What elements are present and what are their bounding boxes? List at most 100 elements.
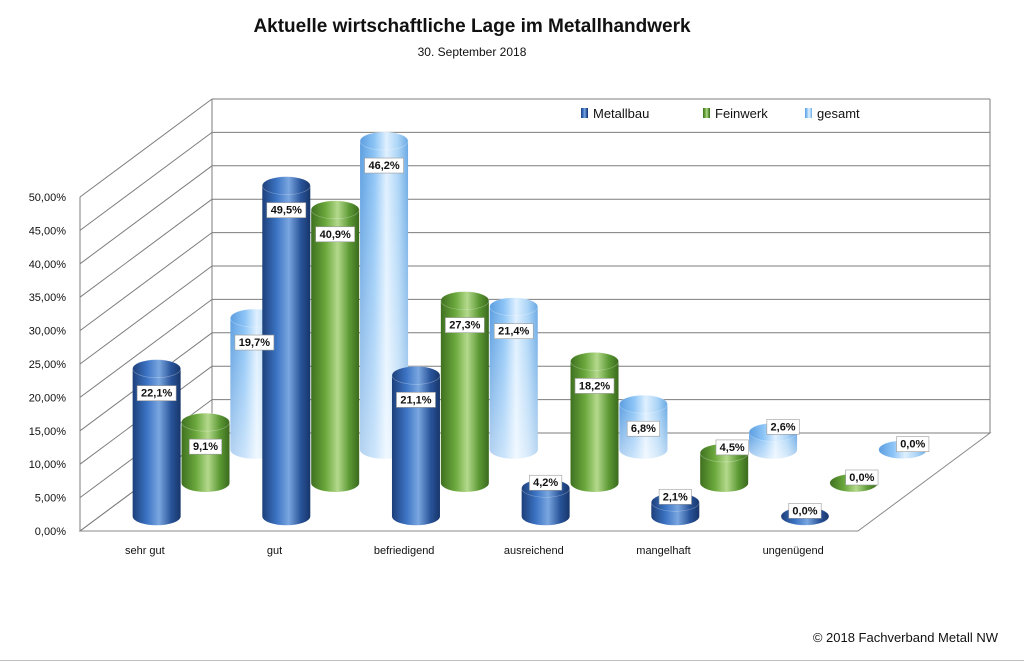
legend-swatch (581, 108, 588, 118)
data-label-box (896, 436, 930, 452)
y-axis: 0,00% 5,00% 10,00% 15,00% 20,00% 25,00% 30,00%… (29, 192, 67, 538)
x-tick-befriedigend: befriedigend (374, 545, 435, 557)
data-label-gesamt-ausreichend: 6,8% (631, 423, 656, 435)
bar-gesamt-befriedigend (489, 297, 539, 459)
bar-top (440, 291, 490, 310)
bar-metallbau-befriedigend (391, 366, 441, 526)
data-labels: 19,7% 9,1% 22,1% 46,2% 40,9% 49,5% 21,4% 27,3% 2… (136, 157, 930, 519)
bar-metallbau-gut (261, 176, 311, 526)
data-label-box (315, 226, 355, 243)
data-label-box (266, 202, 307, 218)
x-tick-mangelhaft: mangelhaft (636, 545, 690, 557)
data-label-feinwerk-gut: 40,9% (320, 229, 351, 241)
data-label-gesamt-gut: 46,2% (368, 160, 399, 172)
data-label-box (136, 385, 177, 401)
legend-swatch (703, 108, 710, 118)
data-label-gesamt-befriedigend: 21,4% (498, 326, 529, 338)
bar-top (619, 394, 668, 414)
bar-top (181, 412, 230, 432)
data-label-box (845, 469, 879, 486)
data-label-feinwerk-ausreichend: 18,2% (579, 380, 610, 392)
legend-item-metallbau: Metallbau (581, 106, 649, 121)
data-label-box (766, 418, 800, 435)
data-label-box (529, 474, 563, 491)
bar-body (132, 368, 181, 526)
y-tick-label: 0,00% (35, 526, 66, 538)
x-axis: sehr gut gut befriedigend ausreichend mangel… (125, 545, 824, 557)
gridline-side (79, 165, 213, 265)
legend-label: gesamt (817, 106, 860, 121)
data-label-box (493, 323, 534, 340)
bar-body (181, 422, 230, 492)
legend-item-gesamt: gesamt (805, 106, 860, 121)
y-tick-label: 20,00% (29, 392, 67, 404)
gridline-side (79, 298, 213, 398)
data-label-metallbau-mangelhaft: 2,1% (663, 491, 688, 503)
data-label-box (364, 157, 404, 174)
data-label-box (626, 420, 660, 437)
legend-label: Feinwerk (715, 106, 768, 121)
bar-top (359, 131, 409, 151)
y-tick-label: 15,00% (29, 426, 67, 438)
bar-body (700, 452, 749, 492)
x-tick-ausreichend: ausreichend (504, 545, 564, 557)
bar-body (262, 185, 311, 526)
bar-feinwerk-befriedigend (440, 291, 490, 492)
legend-swatch (805, 108, 812, 118)
copyright-note: © 2018 Fachverband Metall NW (812, 630, 998, 645)
y-tick-label: 45,00% (29, 225, 67, 237)
x-tick-gut: gut (267, 545, 282, 557)
data-label-box (574, 378, 615, 394)
chart-subtitle: 30. September 2018 (417, 45, 527, 59)
data-label-box (658, 488, 692, 505)
legend-label: Metallbau (593, 106, 649, 121)
bar-top (489, 297, 539, 317)
data-label-feinwerk-sehr-gut: 9,1% (193, 441, 218, 453)
y-tick-label: 5,00% (35, 493, 66, 505)
bar-body (391, 375, 440, 526)
data-label-box (715, 439, 749, 456)
bar-top (132, 359, 181, 378)
data-label-metallbau-ausreichend: 4,2% (533, 477, 558, 489)
x-tick-ungenügend: ungenügend (763, 545, 824, 557)
data-label-box (189, 438, 223, 455)
legend-item-feinwerk: Feinwerk (703, 106, 768, 121)
data-label-feinwerk-befriedigend: 27,3% (449, 320, 480, 332)
data-label-gesamt-ungenügend: 0,0% (900, 439, 925, 451)
data-label-feinwerk-mangelhaft: 4,5% (720, 442, 745, 454)
data-label-box (396, 392, 436, 408)
gridline-side (79, 265, 213, 365)
y-tick-label: 25,00% (29, 359, 67, 371)
data-label-box (788, 502, 822, 519)
bar-top (570, 352, 619, 371)
bottom-rule (0, 660, 1024, 661)
bar-metallbau-sehr-gut (132, 359, 181, 526)
bar-body (521, 488, 570, 526)
data-label-box (234, 334, 275, 351)
data-label-metallbau-ungenügend: 0,0% (792, 505, 817, 517)
chart-title: Aktuelle wirtschaftliche Lage im Metallh… (253, 16, 691, 37)
legend: Metallbau Feinwerk gesamt (581, 106, 860, 121)
bar-feinwerk-gut (310, 200, 360, 492)
data-label-gesamt-mangelhaft: 2,6% (771, 421, 796, 433)
bar-sheen (489, 306, 538, 459)
bar-top (391, 366, 441, 385)
y-tick-label: 35,00% (29, 292, 67, 304)
data-label-gesamt-sehr-gut: 19,7% (239, 337, 270, 349)
bar-body (311, 209, 360, 492)
data-label-metallbau-sehr-gut: 22,1% (141, 388, 172, 400)
data-label-metallbau-gut: 49,5% (271, 205, 302, 217)
y-tick-label: 40,00% (29, 259, 67, 271)
bar-top (261, 176, 311, 195)
x-tick-sehr-gut: sehr gut (125, 545, 165, 557)
y-tick-label: 30,00% (29, 326, 67, 338)
y-tick-label: 10,00% (29, 459, 67, 471)
data-label-feinwerk-ungenügend: 0,0% (849, 472, 874, 484)
data-label-metallbau-befriedigend: 21,1% (400, 394, 431, 406)
y-tick-label: 50,00% (29, 192, 67, 204)
data-label-box (445, 317, 485, 333)
gridline-side (79, 232, 213, 332)
gridline-side (79, 198, 213, 298)
